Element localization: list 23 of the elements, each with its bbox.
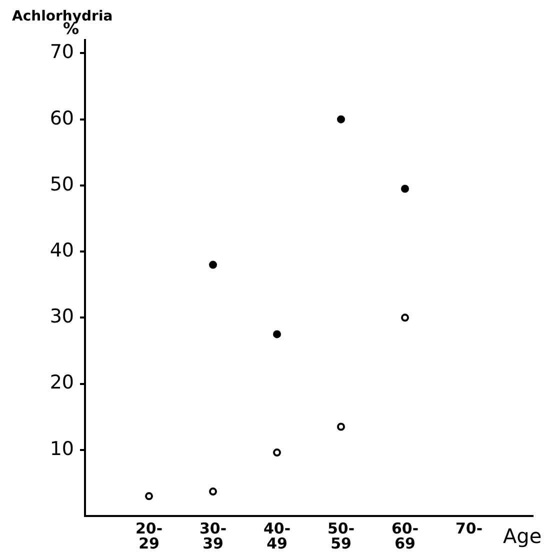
y-tick-label: 30 bbox=[50, 306, 74, 328]
x-tick-label: 20- 29 bbox=[135, 519, 163, 552]
y-tick-label: 60 bbox=[50, 107, 74, 130]
point bbox=[273, 448, 281, 457]
point bbox=[273, 330, 281, 338]
y-tick-label: 70 bbox=[50, 41, 74, 64]
x-tick-label: 50- 59 bbox=[327, 519, 355, 552]
y-tick-label: 10 bbox=[50, 438, 74, 460]
x-tick-label: 30- 39 bbox=[199, 519, 227, 552]
y-tick-label: 20 bbox=[50, 372, 74, 394]
y-tick-label: 40 bbox=[50, 239, 74, 262]
x-tick-label: 40- 49 bbox=[263, 519, 291, 552]
point bbox=[401, 314, 409, 322]
x-tick-label: 70- bbox=[455, 519, 483, 538]
point bbox=[209, 260, 217, 269]
point bbox=[145, 492, 153, 500]
point bbox=[401, 184, 409, 193]
x-tick-label: 60- 69 bbox=[391, 519, 419, 552]
point bbox=[337, 422, 345, 431]
x-axis-title: Age bbox=[503, 524, 542, 548]
point bbox=[209, 488, 217, 496]
y-tick-label: 50 bbox=[50, 173, 74, 196]
point bbox=[337, 115, 345, 124]
